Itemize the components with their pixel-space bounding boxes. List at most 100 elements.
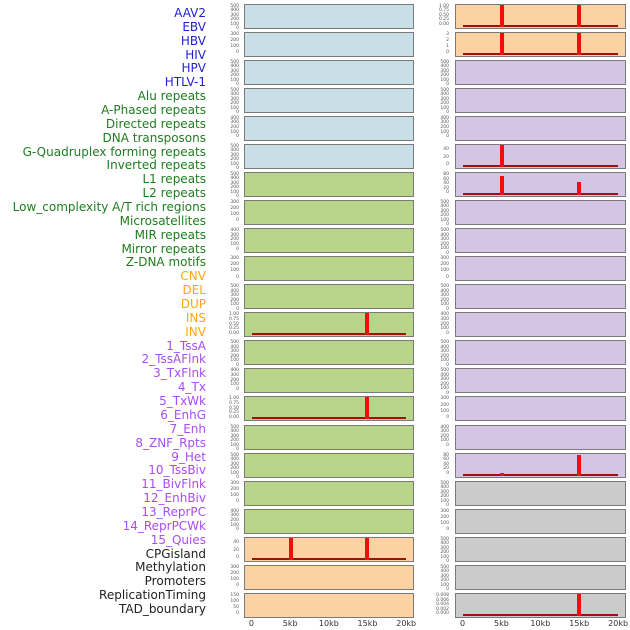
y-tick-label: 200 [440, 550, 449, 556]
feature-label-l1-repeats: L1 repeats [142, 172, 207, 187]
panel-l2-repeats [244, 368, 414, 394]
y-tick-label: 500 [440, 228, 449, 234]
y-tick-label: 200 [440, 494, 449, 500]
y-tick-label: 0 [446, 134, 449, 140]
y-tick-label: 400 [440, 372, 449, 378]
y-tick-label: 400 [440, 344, 449, 350]
y-tick-label: 300 [230, 513, 239, 519]
panel-inverted-repeats [244, 312, 414, 338]
y-tick-label: 400 [230, 228, 239, 234]
y-tick-label: 500 [440, 564, 449, 570]
y-tick-label: 200 [440, 321, 449, 327]
feature-label-7-enh: 7_Enh [169, 421, 206, 436]
y-tick-label: 400 [230, 288, 239, 294]
x-tick-label-left-20kb: 20kb [396, 619, 417, 628]
y-tick-label: 300 [440, 573, 449, 579]
panel-l1-repeats [244, 340, 414, 366]
y-tick-label: 400 [440, 312, 449, 318]
panel-del [244, 564, 414, 590]
panel-14-reprpcwk [455, 424, 626, 450]
x-tick-label-right-20kb: 20kb [608, 619, 629, 628]
y-axis-ticks-6-enhg: 500 400 300 200 100 0 [414, 200, 452, 227]
y-axis-ticks-replicationtiming: 500 400 300 200 100 0 [414, 564, 452, 592]
y-tick-label: 300 [440, 396, 449, 402]
signal-baseline [462, 192, 619, 195]
y-tick-label: 100 [230, 522, 239, 528]
panel-alu-repeats [244, 171, 414, 197]
y-axis-ticks-dna-transposons: 300 200 100 0 [204, 256, 242, 281]
y-tick-label: 200 [230, 185, 239, 191]
feature-label-ebv: EBV [182, 19, 206, 34]
x-tick-label-right-0: 0 [459, 619, 466, 628]
y-tick-label: 400 [440, 92, 449, 98]
y-tick-label: 0 [446, 162, 449, 168]
feature-label-15-quies: 15_Quies [150, 532, 206, 547]
y-tick-label: 400 [440, 232, 449, 238]
y-tick-label: 0 [236, 555, 239, 561]
signal-baseline [251, 557, 407, 560]
y-tick-label: 100 [230, 21, 239, 27]
feature-label-microsatellites: Microsatellites [119, 213, 206, 228]
y-tick-label: 400 [230, 92, 239, 98]
y-tick-label: 200 [440, 402, 449, 408]
y-tick-label: 400 [440, 288, 449, 294]
y-tick-label: 300 [440, 545, 449, 551]
y-tick-label: 500 [440, 368, 449, 374]
y-axis-ticks-tad-boundary: 0.008 0.006 0.004 0.002 0.000 [414, 593, 452, 618]
signal-spike-15kb [576, 182, 581, 195]
y-axis-ticks-l1-repeats: 500 400 300 200 100 0 [204, 340, 242, 368]
feature-label-8-znf-rpts: 8_ZNF_Rpts [135, 435, 206, 450]
y-tick-label: 0 [446, 503, 449, 509]
feature-label-9-het: 9_Het [171, 449, 206, 464]
y-axis-ticks-promoters: 500 400 300 200 100 0 [414, 537, 452, 564]
y-tick-label: 0 [446, 414, 449, 420]
y-tick-label: 0 [236, 194, 239, 200]
y-tick-label: 500 [230, 171, 239, 177]
y-tick-label: 0 [236, 26, 239, 31]
panel-low-complexity-a-t-rich-regions [244, 396, 414, 422]
panel-promoters [455, 536, 626, 562]
y-tick-label: 0.50 [228, 321, 239, 327]
y-tick-label: 200 [230, 466, 239, 472]
feature-label-ins: INS [185, 310, 206, 325]
y-axis-ticks-ebv: 300 200 100 0 [204, 32, 242, 57]
feature-label-mir-repeats: MIR repeats [134, 227, 206, 242]
y-tick-label: 0 [446, 362, 449, 368]
y-axis-ticks-11-bivflnk: 500 400 300 200 100 0 [414, 340, 452, 368]
y-tick-label: 100 [440, 268, 449, 274]
panel-1-tssa [455, 59, 626, 85]
y-axis-ticks-directed-repeats: 400 300 200 100 0 [204, 228, 242, 253]
panel-15-quies [455, 452, 626, 478]
y-tick-label: 300 [230, 564, 239, 570]
y-tick-label: 0 [236, 134, 239, 140]
y-tick-label: 200 [440, 297, 449, 303]
y-tick-label: 0.00 [438, 22, 449, 27]
signal-spike-15kb [576, 454, 581, 476]
y-tick-label: 500 [230, 143, 239, 149]
y-tick-label: 0.75 [438, 8, 449, 14]
feature-label-a-phased-repeats: A-Phased repeats [101, 103, 206, 118]
y-axis-ticks-13-reprpc: 300 200 100 0 [414, 396, 452, 421]
y-tick-label: 200 [230, 297, 239, 303]
y-tick-label: 500 [440, 87, 449, 93]
y-tick-label: 400 [230, 8, 239, 13]
y-tick-label: 20 [443, 466, 449, 472]
y-axis-ticks-8-znf-rpts: 300 200 100 0 [414, 256, 452, 281]
y-tick-label: 0 [236, 583, 239, 589]
y-tick-label: 300 [440, 120, 449, 126]
feature-label-11-bivflnk: 11_BivFlnk [141, 477, 206, 492]
y-tick-label: 300 [440, 256, 449, 262]
signal-spike-5kb [499, 4, 504, 27]
y-tick-label: 50 [233, 605, 239, 611]
y-tick-label: 0 [446, 306, 449, 312]
y-axis-ticks-a-phased-repeats: 300 200 100 0 [204, 200, 242, 225]
panel-hiv [244, 87, 414, 113]
y-tick-label: 100 [440, 246, 449, 252]
signal-baseline [251, 417, 407, 420]
y-tick-label: 0 [236, 527, 239, 533]
y-tick-label: 300 [440, 293, 449, 299]
feature-label-directed-repeats: Directed repeats [105, 116, 206, 131]
y-tick-label: 150 [230, 592, 239, 598]
y-tick-label: 200 [230, 237, 239, 243]
